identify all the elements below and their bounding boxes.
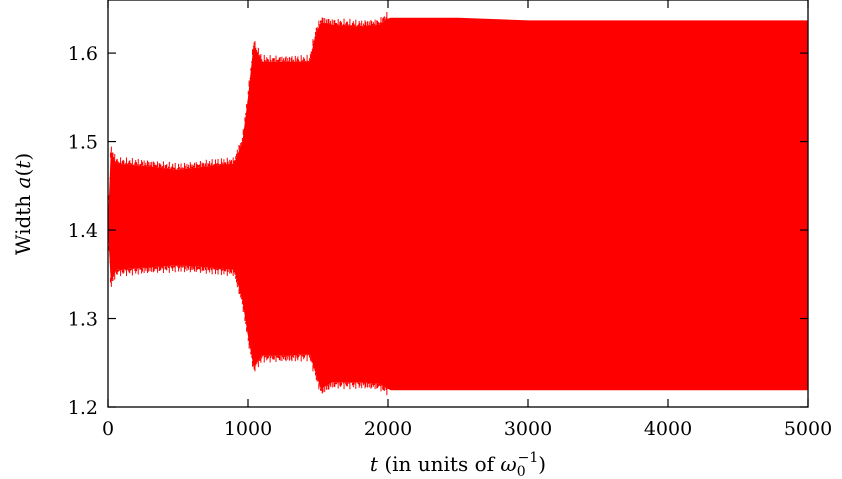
y-tick-label: 1.6 [68,43,98,65]
y-tick-labels: 1.2 1.3 1.4 1.5 1.6 [68,43,98,419]
y-tick-label: 1.4 [68,220,98,242]
y-tick-label: 1.2 [68,397,98,419]
x-axis-label: t (in units of ω0−1) [370,450,546,479]
x-tick-label: 0 [102,418,114,440]
y-tick-label: 1.3 [68,309,98,331]
x-tick-label: 1000 [224,418,272,440]
oscillation-spikes [108,12,389,396]
x-tick-label: 4000 [644,418,692,440]
width-oscillation-band [108,17,808,391]
x-tick-label: 3000 [504,418,552,440]
plot-frame [107,0,809,408]
x-tick-label: 2000 [364,418,412,440]
plot-area [108,12,808,396]
x-tick-labels: 0 1000 2000 3000 4000 5000 [102,418,832,440]
oscillation-edge-spikes [108,12,389,396]
axis-ticks [107,0,809,408]
y-tick-label: 1.5 [68,132,98,154]
y-axis-label: Width a(t) [11,153,35,255]
x-tick-label: 5000 [784,418,832,440]
